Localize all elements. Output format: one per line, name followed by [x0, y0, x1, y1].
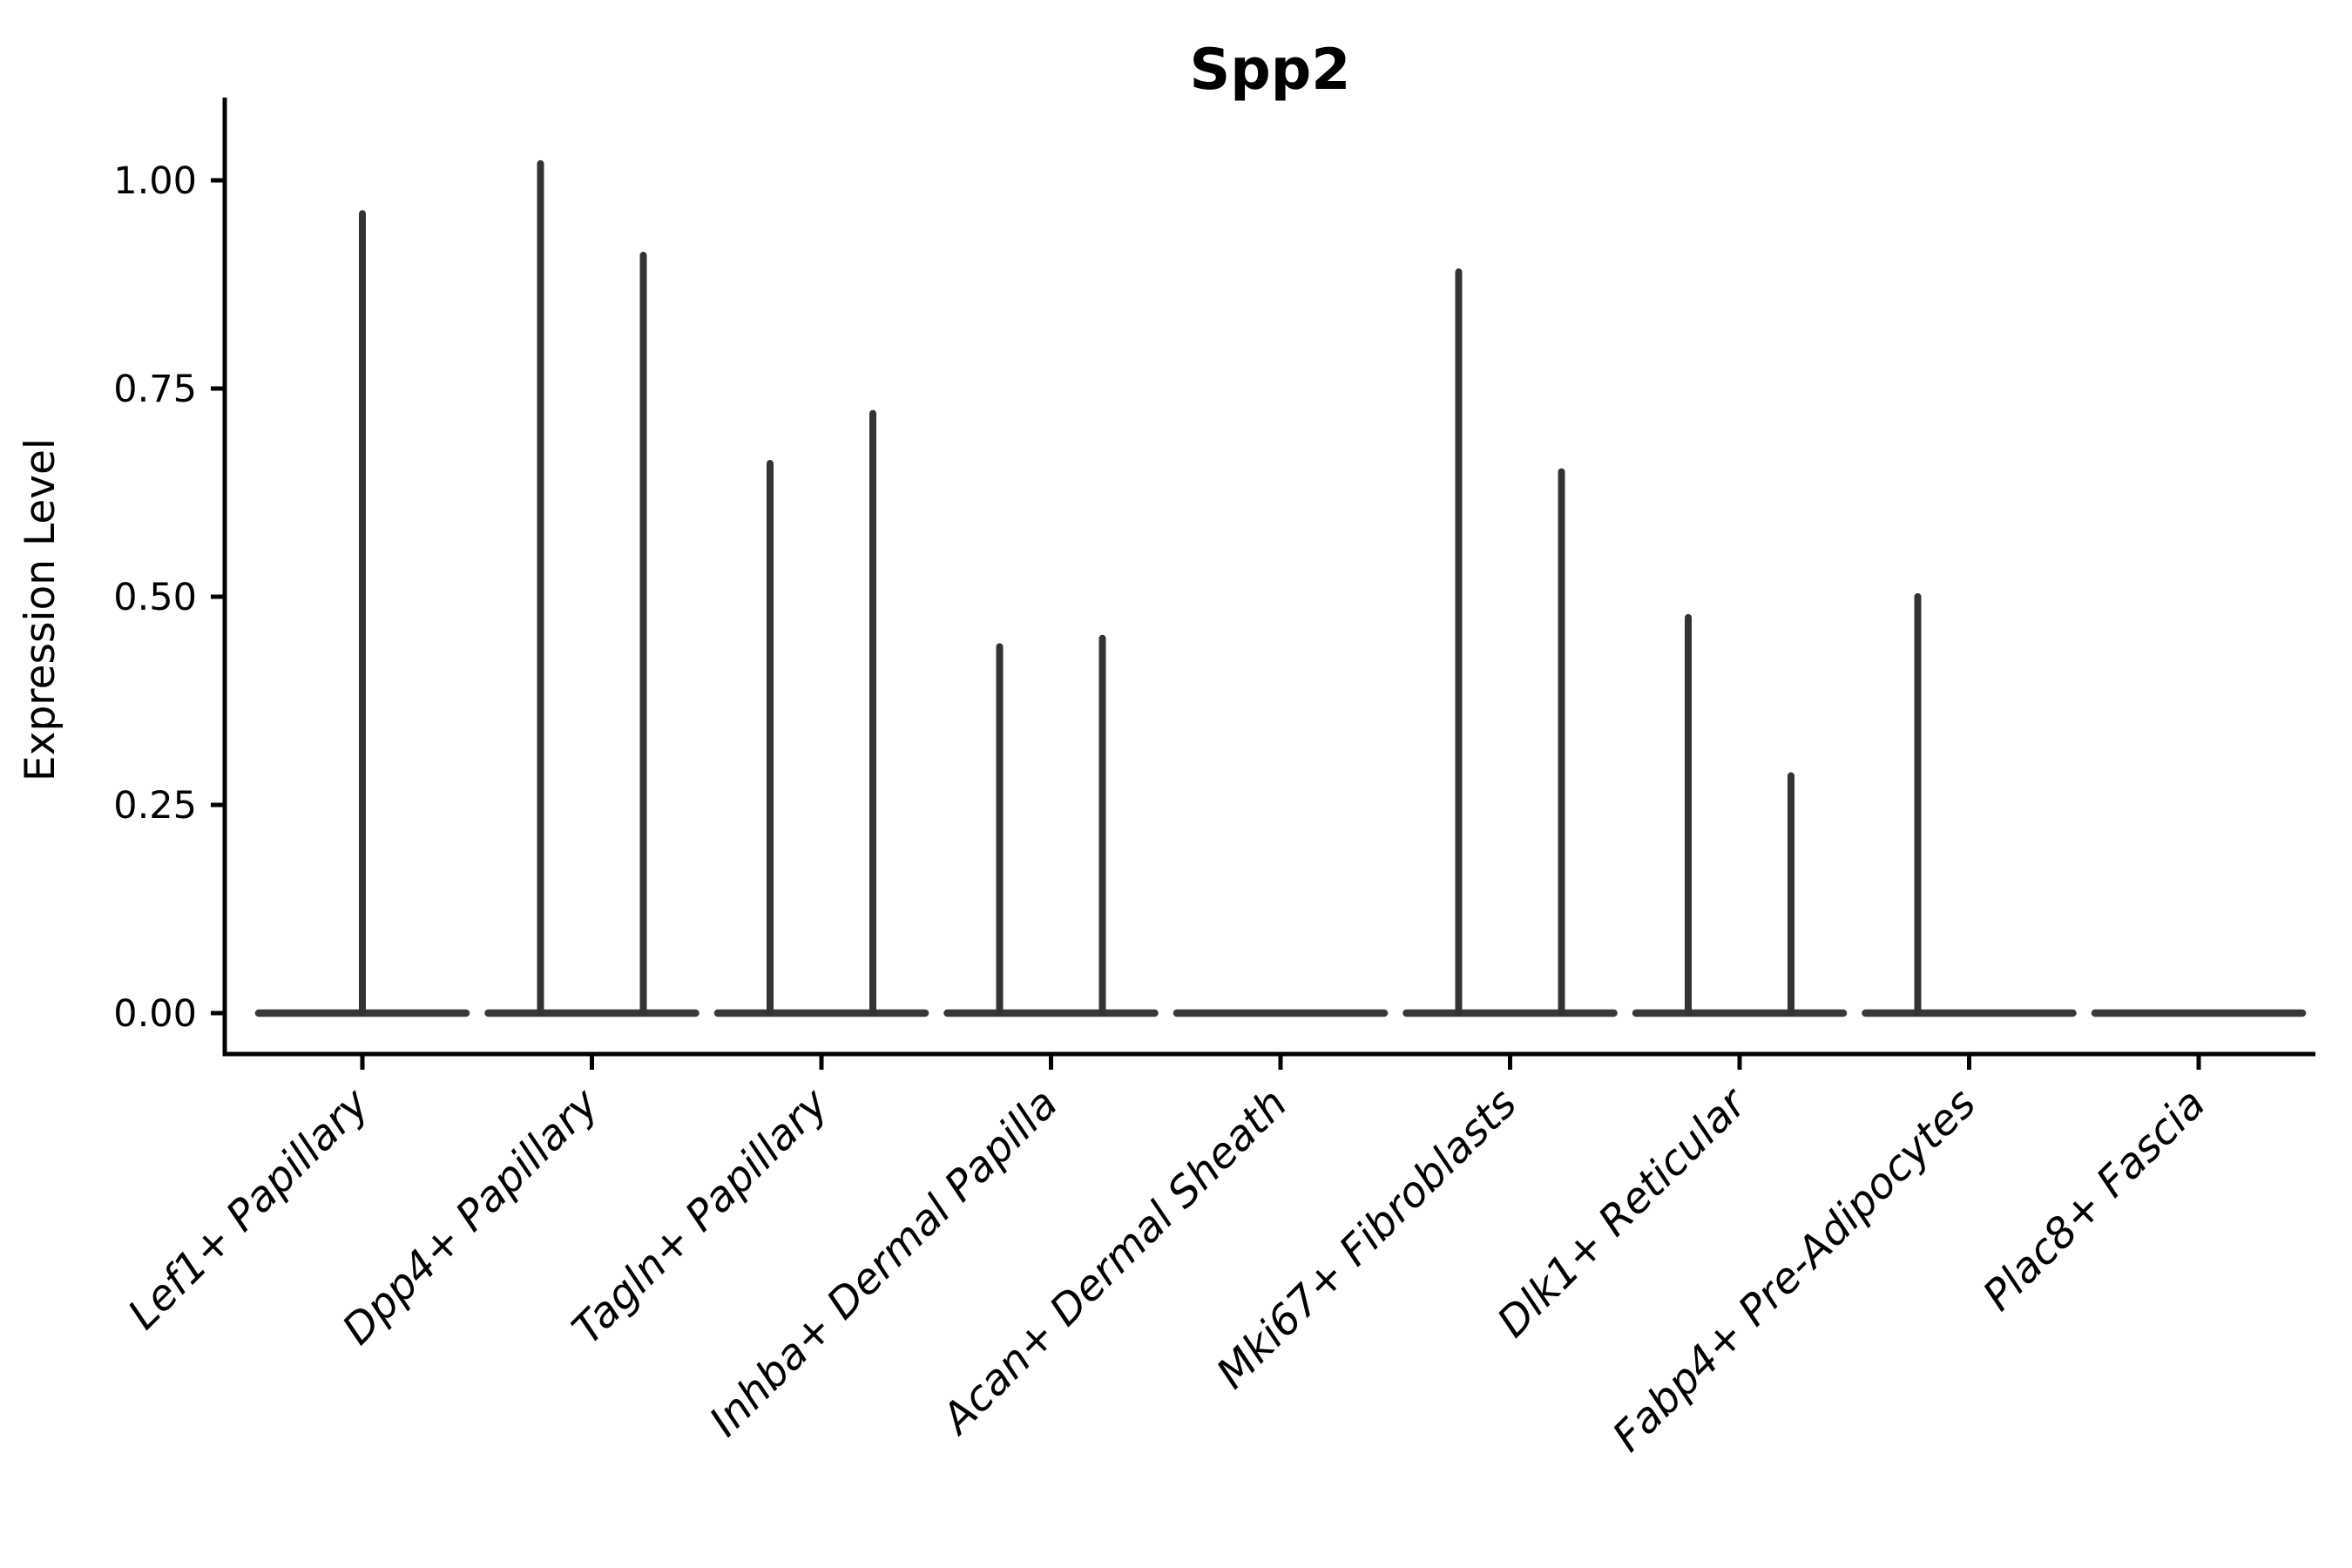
- x-tick-label: Dpp4+ Papillary: [333, 1078, 608, 1354]
- y-tick-label: 0.00: [113, 992, 197, 1036]
- x-tick-label: Tagln+ Papillary: [563, 1078, 838, 1354]
- chart-title: Spp2: [1189, 37, 1350, 103]
- y-tick-label: 0.75: [113, 368, 197, 411]
- y-axis-label: Expression Level: [17, 438, 64, 781]
- y-tick-label: 1.00: [113, 159, 197, 203]
- y-tick-label: 0.50: [113, 576, 197, 619]
- x-tick-label: Lef1+ Papillary: [118, 1078, 379, 1339]
- x-tick-label: Plac8+ Fascia: [1974, 1079, 2215, 1321]
- y-axis-ticks: 0.00 0.25 0.50 0.75 1.00: [113, 159, 225, 1036]
- x-tick-label: Fabp4+ Pre-Adipocytes: [1603, 1079, 1985, 1462]
- violins-layer: [254, 159, 2307, 1017]
- y-tick-label: 0.25: [113, 784, 197, 828]
- x-tick-label: Dlk1+ Reticular: [1488, 1078, 1758, 1348]
